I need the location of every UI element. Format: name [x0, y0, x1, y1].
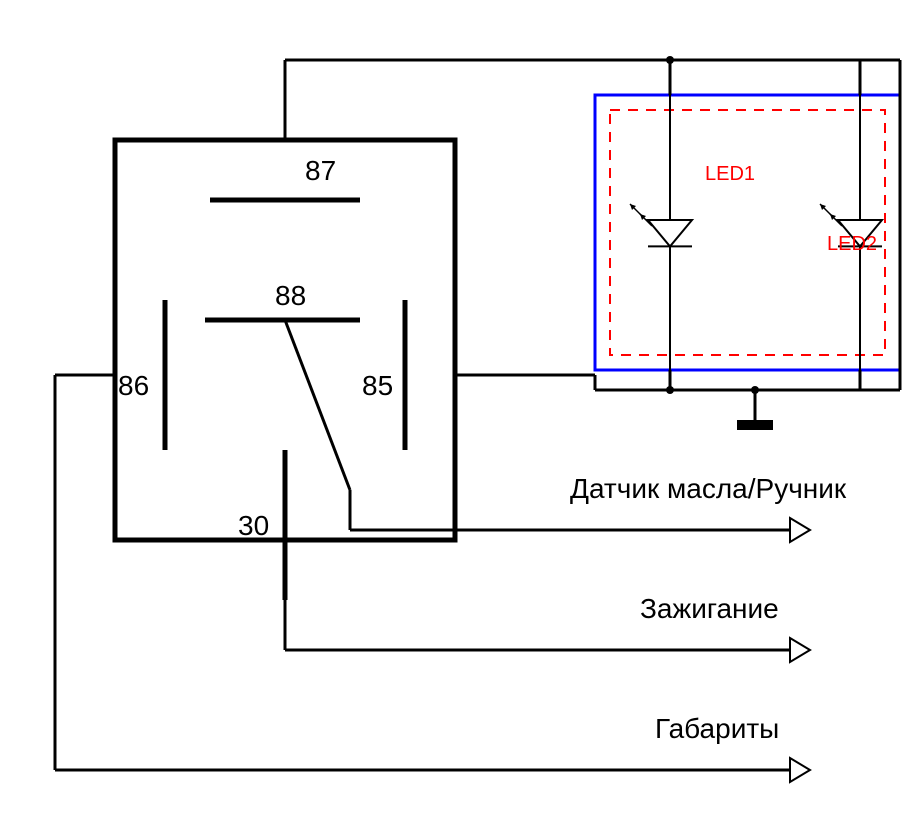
pin-label-85: 85: [362, 370, 393, 401]
ground-symbol: [737, 420, 773, 430]
pin-label-30: 30: [238, 510, 269, 541]
output-oil-sensor: Датчик масла/Ручник: [350, 473, 847, 530]
led2-label: LED2: [827, 233, 877, 255]
output-parking-lights-label: Габариты: [655, 713, 779, 744]
output-ignition: Зажигание: [285, 593, 790, 650]
pin-label-86: 86: [118, 370, 149, 401]
led1-label: LED1: [705, 163, 755, 185]
led1: LED1: [630, 95, 755, 370]
output-ignition-label: Зажигание: [640, 593, 779, 624]
output-oil-sensor-label: Датчик масла/Ручник: [570, 473, 847, 504]
pin-label-88: 88: [275, 280, 306, 311]
pin-label-87: 87: [305, 155, 336, 186]
circuit-diagram: 87 88 86 85 30 LED1 LED2 Датчик масла/Ручник Заж…: [0, 0, 922, 826]
led2: LED2: [820, 95, 882, 370]
